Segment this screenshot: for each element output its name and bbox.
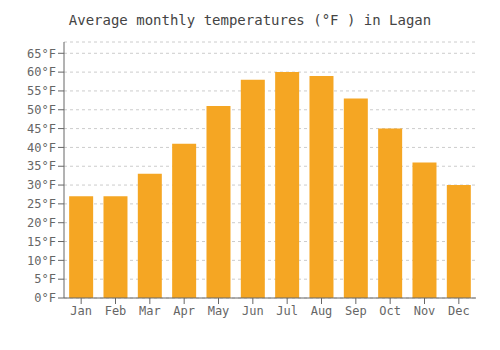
svg-text:45°F: 45°F bbox=[27, 122, 56, 136]
svg-text:35°F: 35°F bbox=[27, 159, 56, 173]
svg-text:5°F: 5°F bbox=[34, 272, 56, 286]
svg-text:40°F: 40°F bbox=[27, 141, 56, 155]
svg-text:May: May bbox=[208, 304, 230, 318]
svg-text:Apr: Apr bbox=[173, 304, 195, 318]
svg-text:Mar: Mar bbox=[139, 304, 161, 318]
svg-text:Aug: Aug bbox=[311, 304, 333, 318]
svg-text:10°F: 10°F bbox=[27, 254, 56, 268]
svg-text:Sep: Sep bbox=[345, 304, 367, 318]
svg-text:65°F: 65°F bbox=[27, 47, 56, 61]
svg-text:Jul: Jul bbox=[276, 304, 298, 318]
html-text:Average monthly temperatures (: Average monthly temperatures (°F ) in La… bbox=[68, 12, 432, 28]
svg-text:Oct: Oct bbox=[379, 304, 401, 318]
svg-text:Nov: Nov bbox=[414, 304, 436, 318]
svg-text:Feb: Feb bbox=[105, 304, 127, 318]
svg-text:Jun: Jun bbox=[242, 304, 264, 318]
svg-text:Dec: Dec bbox=[448, 304, 470, 318]
svg-text:50°F: 50°F bbox=[27, 103, 56, 117]
svg-text:25°F: 25°F bbox=[27, 197, 56, 211]
svg-text:60°F: 60°F bbox=[27, 65, 56, 79]
svg-text:15°F: 15°F bbox=[27, 235, 56, 249]
svg-text:0°F: 0°F bbox=[34, 291, 56, 305]
svg-text:Jan: Jan bbox=[70, 304, 92, 318]
svg-text:20°F: 20°F bbox=[27, 216, 56, 230]
svg-text:55°F: 55°F bbox=[27, 84, 56, 98]
svg-text:30°F: 30°F bbox=[27, 178, 56, 192]
